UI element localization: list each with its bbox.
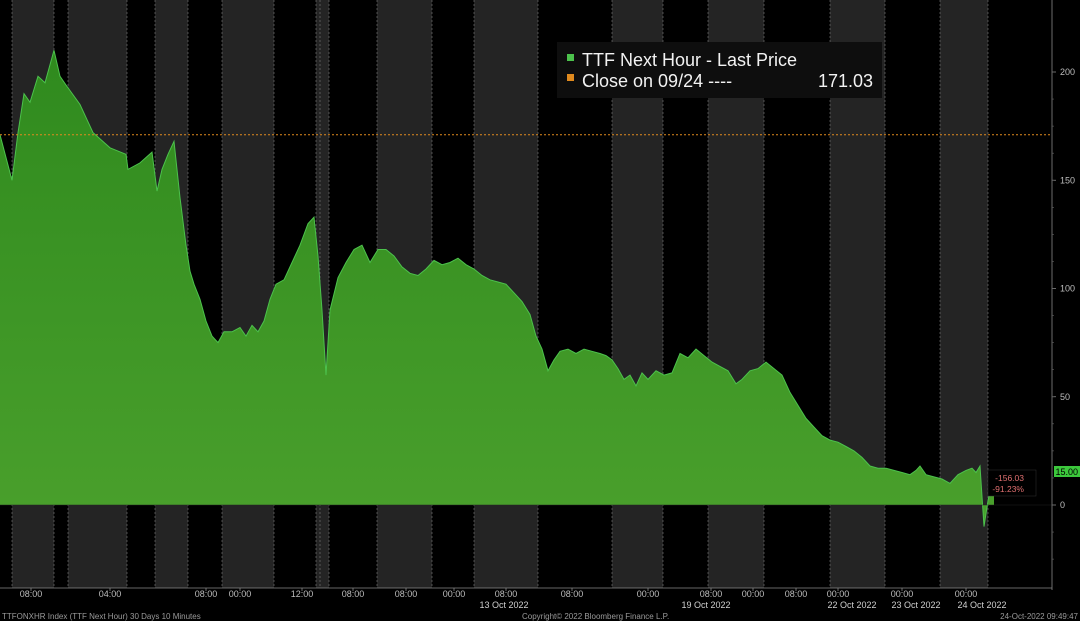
legend: TTF Next Hour - Last Price Close on 09/2… (557, 42, 882, 98)
date-label-0: 13 Oct 2022 (479, 600, 528, 610)
x-tick-label-14: 00:00 (827, 589, 850, 599)
annotation-box (987, 469, 1037, 497)
legend-box (557, 42, 882, 98)
date-label-4: 24 Oct 2022 (957, 600, 1006, 610)
footer-bar (0, 611, 1080, 621)
y-tick-label-0: 0 (1060, 500, 1065, 510)
footer-copyright: Copyright© 2022 Bloomberg Finance L.P. (522, 612, 669, 621)
date-label-2: 22 Oct 2022 (827, 600, 876, 610)
x-tick-label-10: 00:00 (637, 589, 660, 599)
x-tick-label-8: 08:00 (495, 589, 518, 599)
x-tick-label-9: 08:00 (561, 589, 584, 599)
x-tick-label-0: 08:00 (20, 589, 43, 599)
y-tick-label-100: 100 (1060, 284, 1075, 294)
legend-close-label: Close on 09/24 ---- (582, 71, 732, 91)
annotation-change-pct: -91.23% (992, 484, 1024, 494)
last-annotation: -156.03 -91.23% 15.00 (987, 466, 1080, 497)
x-tick-label-13: 08:00 (785, 589, 808, 599)
x-tick-label-15: 00:00 (891, 589, 914, 599)
legend-close-swatch (567, 74, 574, 81)
series-line (0, 50, 995, 527)
y-tick-label-150: 150 (1060, 175, 1075, 185)
legend-close-value: 171.03 (818, 71, 873, 91)
last-value-text: 15.00 (1055, 467, 1078, 477)
date-labels: 13 Oct 2022 19 Oct 2022 22 Oct 2022 23 Oct … (479, 600, 1006, 610)
footer-timestamp: 24-Oct-2022 09:49:47 (1000, 612, 1078, 621)
footer-ticker: TTFONXHR Index (TTF Next Hour) 30 Days 1… (2, 612, 201, 621)
y-tick-label-50: 50 (1060, 392, 1070, 402)
y-tick-label-200: 200 (1060, 67, 1075, 77)
x-tick-label-5: 08:00 (342, 589, 365, 599)
annotation-change: -156.03 (995, 473, 1024, 483)
legend-series-swatch (567, 54, 574, 61)
price-area (0, 50, 995, 527)
area-fill (0, 50, 994, 527)
last-value-tag (1054, 466, 1080, 477)
x-tick-label-3: 00:00 (229, 589, 252, 599)
x-tick-label-7: 00:00 (443, 589, 466, 599)
x-tick-label-16: 00:00 (955, 589, 978, 599)
x-tick-label-2: 08:00 (195, 589, 218, 599)
x-tick-label-1: 04:00 (99, 589, 122, 599)
y-axis: 0 50 100 150 200 (1051, 0, 1075, 590)
x-tick-label-4: 12:00 (291, 589, 314, 599)
legend-series-label: TTF Next Hour - Last Price (582, 50, 797, 70)
x-axis: 08:00 04:00 08:00 00:00 12:00 08:00 08:00 00:00… (0, 587, 1052, 599)
x-tick-label-12: 00:00 (742, 589, 765, 599)
x-tick-label-11: 08:00 (700, 589, 723, 599)
date-label-3: 23 Oct 2022 (891, 600, 940, 610)
date-label-1: 19 Oct 2022 (681, 600, 730, 610)
x-tick-label-6: 08:00 (395, 589, 418, 599)
